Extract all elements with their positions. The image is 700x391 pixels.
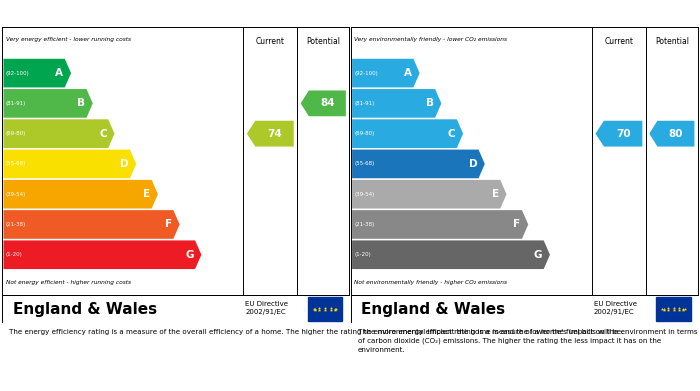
Text: Not environmentally friendly - higher CO₂ emissions: Not environmentally friendly - higher CO…: [354, 280, 508, 285]
Text: D: D: [120, 159, 129, 169]
Text: E: E: [144, 189, 150, 199]
Text: Energy Efficiency Rating: Energy Efficiency Rating: [9, 8, 153, 18]
Text: 74: 74: [267, 129, 282, 139]
Text: Very environmentally friendly - lower CO₂ emissions: Very environmentally friendly - lower CO…: [354, 37, 508, 42]
Text: England & Wales: England & Wales: [361, 301, 505, 317]
Text: (81-91): (81-91): [6, 101, 26, 106]
Text: (21-38): (21-38): [354, 222, 374, 227]
Polygon shape: [247, 121, 294, 147]
Text: (69-80): (69-80): [6, 131, 26, 136]
Text: The energy efficiency rating is a measure of the overall efficiency of a home. T: The energy efficiency rating is a measur…: [9, 328, 624, 335]
Text: (39-54): (39-54): [354, 192, 374, 197]
Text: (81-91): (81-91): [354, 101, 374, 106]
Text: 84: 84: [320, 99, 335, 108]
Text: 80: 80: [668, 129, 683, 139]
Text: Not energy efficient - higher running costs: Not energy efficient - higher running co…: [6, 280, 131, 285]
Polygon shape: [352, 150, 485, 178]
Text: (92-100): (92-100): [6, 71, 29, 75]
Polygon shape: [352, 119, 463, 148]
Polygon shape: [4, 210, 180, 239]
Polygon shape: [352, 59, 420, 88]
Polygon shape: [596, 121, 643, 147]
Text: (55-68): (55-68): [6, 161, 26, 167]
Text: C: C: [99, 129, 107, 139]
Text: Potential: Potential: [307, 37, 340, 46]
Text: Environmental Impact (CO₂) Rating: Environmental Impact (CO₂) Rating: [358, 8, 564, 18]
Text: 70: 70: [616, 129, 631, 139]
Text: F: F: [514, 219, 521, 230]
Polygon shape: [4, 240, 202, 269]
Text: (21-38): (21-38): [6, 222, 26, 227]
Text: (55-68): (55-68): [354, 161, 374, 167]
FancyBboxPatch shape: [307, 297, 342, 321]
Text: EU Directive
2002/91/EC: EU Directive 2002/91/EC: [594, 301, 637, 315]
Polygon shape: [4, 180, 158, 208]
Text: (1-20): (1-20): [354, 252, 371, 257]
Text: G: G: [534, 250, 542, 260]
Polygon shape: [4, 150, 136, 178]
Text: England & Wales: England & Wales: [13, 301, 157, 317]
Polygon shape: [4, 59, 71, 88]
Text: E: E: [492, 189, 499, 199]
FancyBboxPatch shape: [656, 297, 691, 321]
Text: A: A: [55, 68, 64, 78]
Text: Current: Current: [256, 37, 285, 46]
Polygon shape: [650, 121, 694, 147]
Text: The environmental impact rating is a measure of a home's impact on the environme: The environmental impact rating is a mea…: [358, 328, 697, 353]
Polygon shape: [352, 240, 550, 269]
Text: B: B: [77, 99, 85, 108]
Text: F: F: [165, 219, 172, 230]
Text: C: C: [448, 129, 456, 139]
Text: Current: Current: [604, 37, 634, 46]
Polygon shape: [352, 180, 507, 208]
Text: EU Directive
2002/91/EC: EU Directive 2002/91/EC: [245, 301, 288, 315]
Polygon shape: [301, 90, 346, 116]
Text: (1-20): (1-20): [6, 252, 22, 257]
Text: Potential: Potential: [655, 37, 689, 46]
Text: A: A: [404, 68, 412, 78]
Polygon shape: [4, 89, 93, 118]
Text: (69-80): (69-80): [354, 131, 374, 136]
Polygon shape: [352, 210, 528, 239]
Text: G: G: [186, 250, 194, 260]
Text: Very energy efficient - lower running costs: Very energy efficient - lower running co…: [6, 37, 131, 42]
Text: D: D: [468, 159, 477, 169]
Polygon shape: [352, 89, 442, 118]
Text: (39-54): (39-54): [6, 192, 26, 197]
Polygon shape: [4, 119, 115, 148]
Text: B: B: [426, 99, 434, 108]
Text: (92-100): (92-100): [354, 71, 378, 75]
